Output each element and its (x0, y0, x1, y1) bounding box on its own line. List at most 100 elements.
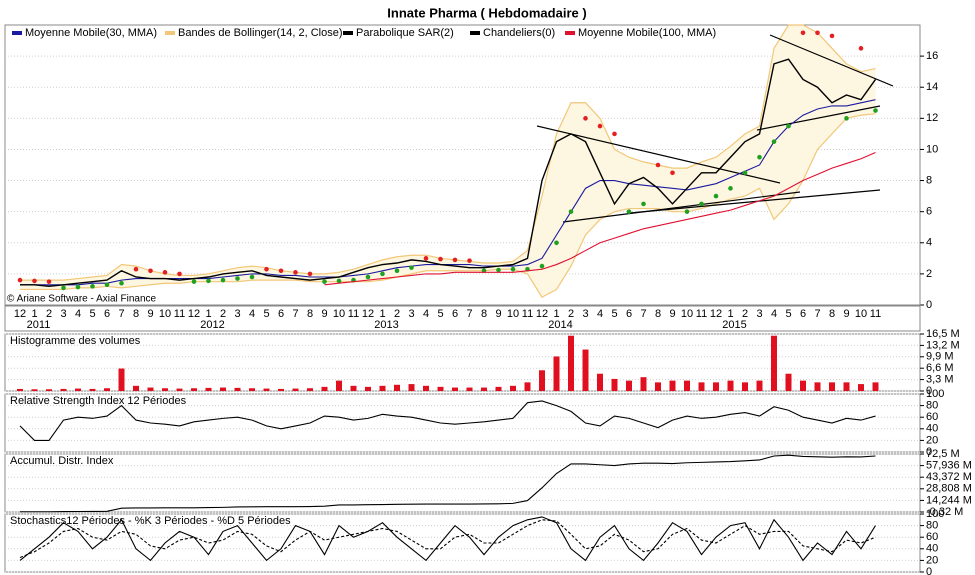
x-tick-label: 2 (46, 308, 52, 320)
sar-dot (699, 201, 704, 207)
volume-bar (249, 388, 255, 391)
x-tick-label: 1 (727, 308, 733, 320)
sar-dot (742, 170, 748, 176)
y-tick-label: 10 (926, 143, 938, 155)
volume-bar (321, 386, 328, 391)
x-tick-label: 5 (437, 308, 443, 320)
x-tick-label: 8 (655, 308, 661, 320)
sar-dot (61, 285, 66, 291)
sar-dot (336, 278, 342, 284)
legend-label: Moyenne Mobile(100, MMA) (578, 27, 716, 39)
y-tick-label: 0 (926, 566, 932, 575)
sar-dot (684, 209, 690, 214)
x-tick-label: 6 (800, 308, 806, 320)
x-tick-label: 11 (522, 308, 533, 320)
trend-line (769, 34, 894, 87)
bollinger-lower (20, 113, 876, 299)
y-tick-label: 2 (926, 268, 932, 280)
panel-frame (4, 393, 921, 453)
x-tick-label: 12 (188, 308, 200, 320)
volume-bar (278, 388, 284, 391)
trend-line (629, 189, 881, 214)
sar-dot (162, 270, 168, 275)
x-tick-label: 4 (423, 308, 429, 320)
y-tick-label: 12 (926, 112, 938, 124)
y-tick-label: 100 (926, 508, 944, 520)
sar-dot (17, 277, 23, 283)
volume-bar (176, 388, 183, 391)
volume-bar (379, 385, 386, 391)
legend-swatch (165, 31, 175, 35)
volume-bar (133, 385, 139, 391)
volume-bar (568, 335, 574, 391)
volume-bar (539, 370, 545, 391)
volume-bar (698, 382, 705, 391)
x-tick-label: 7 (292, 308, 298, 320)
x-tick-label: 4 (771, 308, 777, 320)
volume-bar (684, 380, 690, 391)
volume-bar (495, 386, 502, 391)
volume-bar (669, 380, 676, 391)
volume-bar (640, 377, 647, 391)
x-tick-label: 7 (466, 308, 472, 320)
volume-bar (31, 389, 38, 391)
volume-bar (292, 388, 299, 391)
volume-bar (742, 382, 748, 391)
year-label: 2015 (722, 319, 746, 331)
volume-bar (46, 389, 52, 391)
x-tick-label: 6 (104, 308, 110, 320)
y-tick-label: 72,5 M (926, 448, 960, 460)
volume-bar (234, 387, 241, 391)
x-tick-label: 7 (118, 308, 124, 320)
volume-bar (336, 380, 342, 391)
y-tick-label: 0 (926, 299, 932, 311)
y-tick-label: 20 (926, 554, 938, 566)
y-tick-label: 80 (926, 520, 938, 532)
x-tick-label: 7 (814, 308, 820, 320)
sar-dot (264, 266, 269, 272)
series-line (19, 516, 876, 562)
volume-bar (510, 385, 516, 391)
x-tick-label: 12 (14, 308, 26, 320)
series-line (20, 454, 876, 513)
volume-bar (394, 384, 400, 391)
panel-frame (4, 333, 921, 392)
panel-frame (4, 513, 921, 573)
sar-dot (829, 33, 835, 39)
volume-bar (800, 380, 806, 391)
sar-dot (423, 256, 429, 261)
sar-dot (191, 279, 197, 284)
series-line (324, 152, 876, 286)
y-tick-label: 40 (926, 423, 938, 435)
panel-title: Accumul. Distr. Index (10, 455, 114, 467)
y-tick-label: 16,5 M (926, 328, 960, 340)
x-tick-label: 12 (362, 308, 374, 320)
sar-dot (220, 277, 226, 283)
volume-bar (597, 373, 603, 391)
sar-dot (32, 278, 37, 284)
x-tick-label: 2 (220, 308, 226, 320)
sar-dot (655, 162, 661, 168)
sar-dot (467, 258, 472, 263)
series-line (19, 400, 876, 441)
year-label: 2011 (27, 319, 51, 331)
x-tick-label: 9 (669, 308, 675, 320)
sar-dot (133, 266, 139, 272)
x-tick-label: 11 (174, 308, 185, 320)
sar-dot (293, 270, 298, 275)
panel-frame (4, 453, 921, 513)
y-tick-label: 0 (926, 446, 932, 458)
x-tick-label: 8 (481, 308, 487, 320)
volume-bar (89, 388, 96, 391)
y-tick-label: 100 (926, 388, 944, 400)
x-tick-label: 9 (321, 308, 327, 320)
sar-dot (452, 257, 458, 263)
x-tick-label: 5 (89, 308, 95, 320)
legend-label: Bandes de Bollinger(14, 2, Close) (178, 27, 342, 39)
volume-bar (408, 384, 415, 391)
volume-bar (524, 382, 531, 391)
x-tick-label: 5 (263, 308, 269, 320)
legend-label: Parabolique SAR(2) (356, 27, 454, 39)
x-tick-label: 1 (31, 308, 37, 320)
